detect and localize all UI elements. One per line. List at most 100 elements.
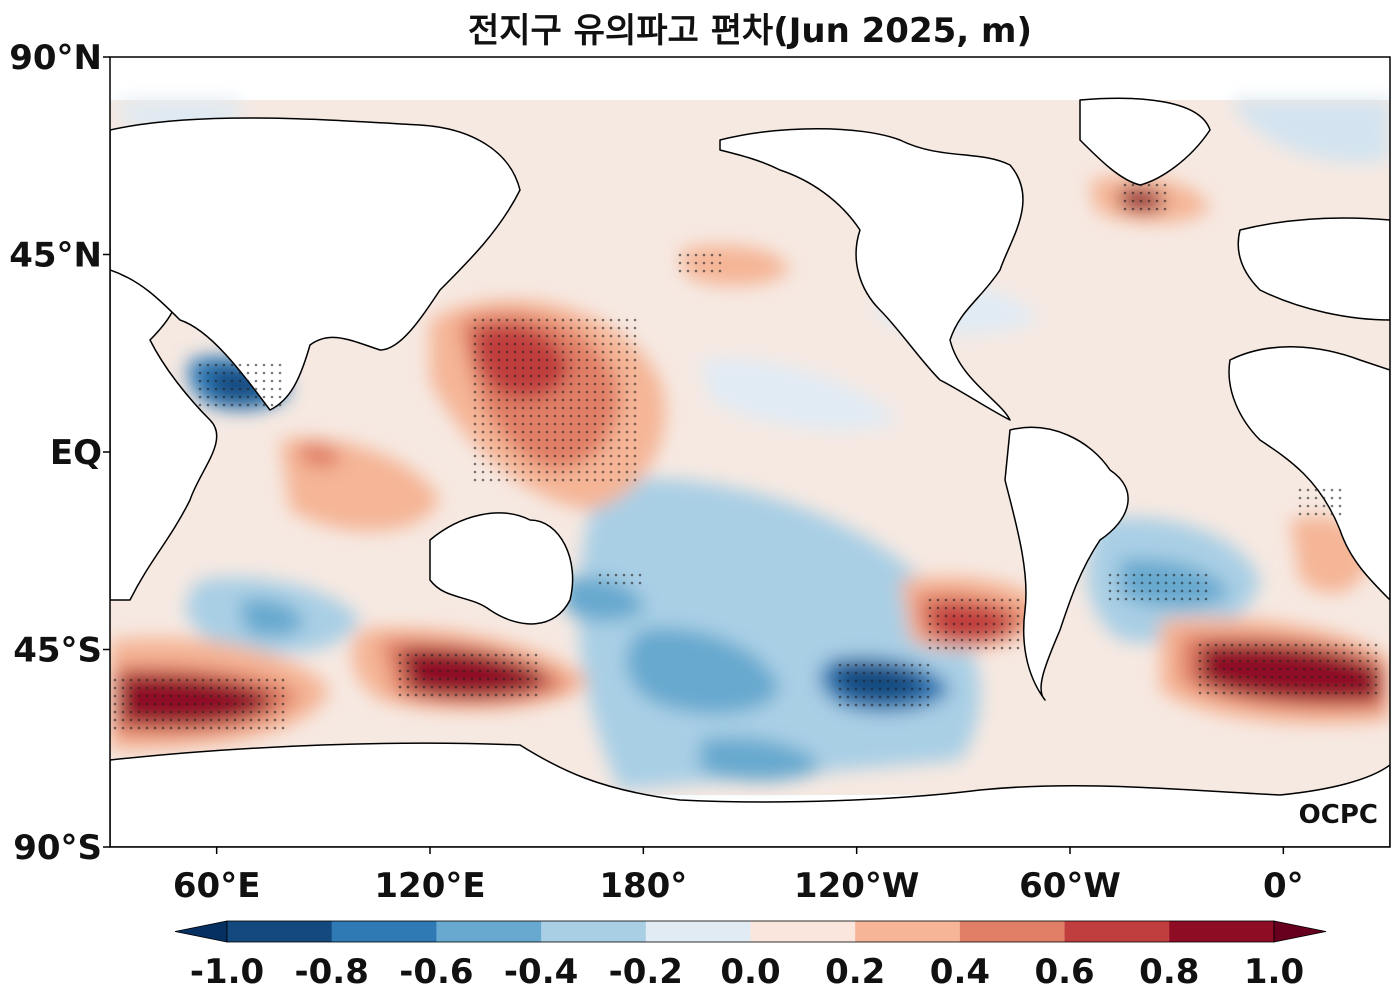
stipple-dot: [1318, 651, 1322, 655]
stipple-dot: [593, 382, 597, 386]
stipple-dot: [1270, 683, 1274, 687]
stipple-dot: [601, 398, 605, 402]
stipple-dot: [1116, 573, 1120, 577]
stipple-dot: [513, 446, 517, 450]
stipple-dot: [545, 454, 549, 458]
stipple-dot: [169, 726, 173, 730]
stipple-dot: [960, 638, 964, 642]
stipple-dot: [862, 679, 866, 683]
stipple-dot: [1008, 646, 1012, 650]
stipple-dot: [1000, 638, 1004, 642]
stipple-dot: [273, 694, 277, 698]
colorbar-tick-label: 0.8: [1139, 952, 1199, 992]
stipple-dot: [598, 581, 602, 585]
stipple-dot: [521, 326, 525, 330]
stipple-dot: [518, 677, 522, 681]
stipple-dot: [561, 326, 565, 330]
stipple-dot: [1278, 691, 1282, 695]
stipple-dot: [505, 382, 509, 386]
stipple-dot: [230, 387, 234, 391]
stipple-dot: [569, 342, 573, 346]
stipple-dot: [1262, 683, 1266, 687]
stipple-dot: [145, 718, 149, 722]
stipple-dot: [518, 661, 522, 665]
stipple-dot: [521, 350, 525, 354]
stipple-dot: [257, 686, 261, 690]
stipple-dot: [601, 374, 605, 378]
stipple-dot: [617, 398, 621, 402]
lon-tick-label: 120°E: [374, 866, 485, 906]
stipple-dot: [193, 686, 197, 690]
stipple-dot: [894, 671, 898, 675]
stipple-dot: [569, 366, 573, 370]
stipple-dot: [553, 358, 557, 362]
stipple-dot: [936, 614, 940, 618]
stipple-dot: [1254, 667, 1258, 671]
stipple-dot: [1374, 691, 1378, 695]
stipple-dot: [129, 686, 133, 690]
stipple-dot: [1172, 573, 1176, 577]
stipple-dot: [246, 371, 250, 375]
stipple-dot: [214, 395, 218, 399]
stipple-dot: [518, 669, 522, 673]
stipple-dot: [1342, 691, 1346, 695]
stipple-dot: [601, 454, 605, 458]
stipple-dot: [1156, 581, 1160, 585]
stipple-dot: [617, 390, 621, 394]
stipple-dot: [489, 366, 493, 370]
stipple-dot: [113, 678, 117, 682]
stipple-dot: [446, 685, 450, 689]
stipple-dot: [633, 342, 637, 346]
stipple-dot: [976, 614, 980, 618]
stipple-dot: [577, 398, 581, 402]
stipple-dot: [1246, 675, 1250, 679]
stipple-dot: [473, 462, 477, 466]
stipple-dot: [944, 606, 948, 610]
stipple-dot: [569, 470, 573, 474]
stipple-dot: [233, 726, 237, 730]
stipple-dot: [1310, 683, 1314, 687]
stipple-dot: [206, 395, 210, 399]
stipple-dot: [976, 606, 980, 610]
stipple-dot: [513, 326, 517, 330]
stipple-dot: [984, 614, 988, 618]
stipple-dot: [510, 677, 514, 681]
stipple-dot: [273, 678, 277, 682]
stipple-dot: [944, 638, 948, 642]
stipple-dot: [545, 342, 549, 346]
stipple-dot: [481, 366, 485, 370]
stipple-dot: [537, 462, 541, 466]
stipple-dot: [481, 318, 485, 322]
stipple-dot: [992, 646, 996, 650]
stipple-dot: [513, 438, 517, 442]
stipple-dot: [1334, 667, 1338, 671]
stipple-dot: [1318, 691, 1322, 695]
stipple-dot: [545, 430, 549, 434]
stipple-dot: [545, 398, 549, 402]
stipple-dot: [262, 403, 266, 407]
stipple-dot: [497, 342, 501, 346]
stipple-dot: [625, 374, 629, 378]
stipple-dot: [625, 318, 629, 322]
stipple-dot: [1108, 581, 1112, 585]
stipple-dot: [625, 406, 629, 410]
stipple-dot: [521, 430, 525, 434]
stipple-dot: [414, 685, 418, 689]
stipple-dot: [446, 661, 450, 665]
stipple-dot: [262, 395, 266, 399]
stipple-dot: [513, 374, 517, 378]
stipple-dot: [633, 398, 637, 402]
stipple-dot: [1131, 183, 1135, 187]
stipple-dot: [593, 342, 597, 346]
stipple-dot: [718, 269, 722, 273]
stipple-dot: [505, 358, 509, 362]
stipple-dot: [1298, 496, 1302, 500]
stipple-dot: [1270, 667, 1274, 671]
stipple-dot: [577, 446, 581, 450]
stipple-dot: [609, 406, 613, 410]
stipple-dot: [1298, 488, 1302, 492]
stipple-dot: [246, 363, 250, 367]
stipple-dot: [601, 358, 605, 362]
asia-land: [110, 117, 521, 411]
stipple-dot: [1246, 683, 1250, 687]
